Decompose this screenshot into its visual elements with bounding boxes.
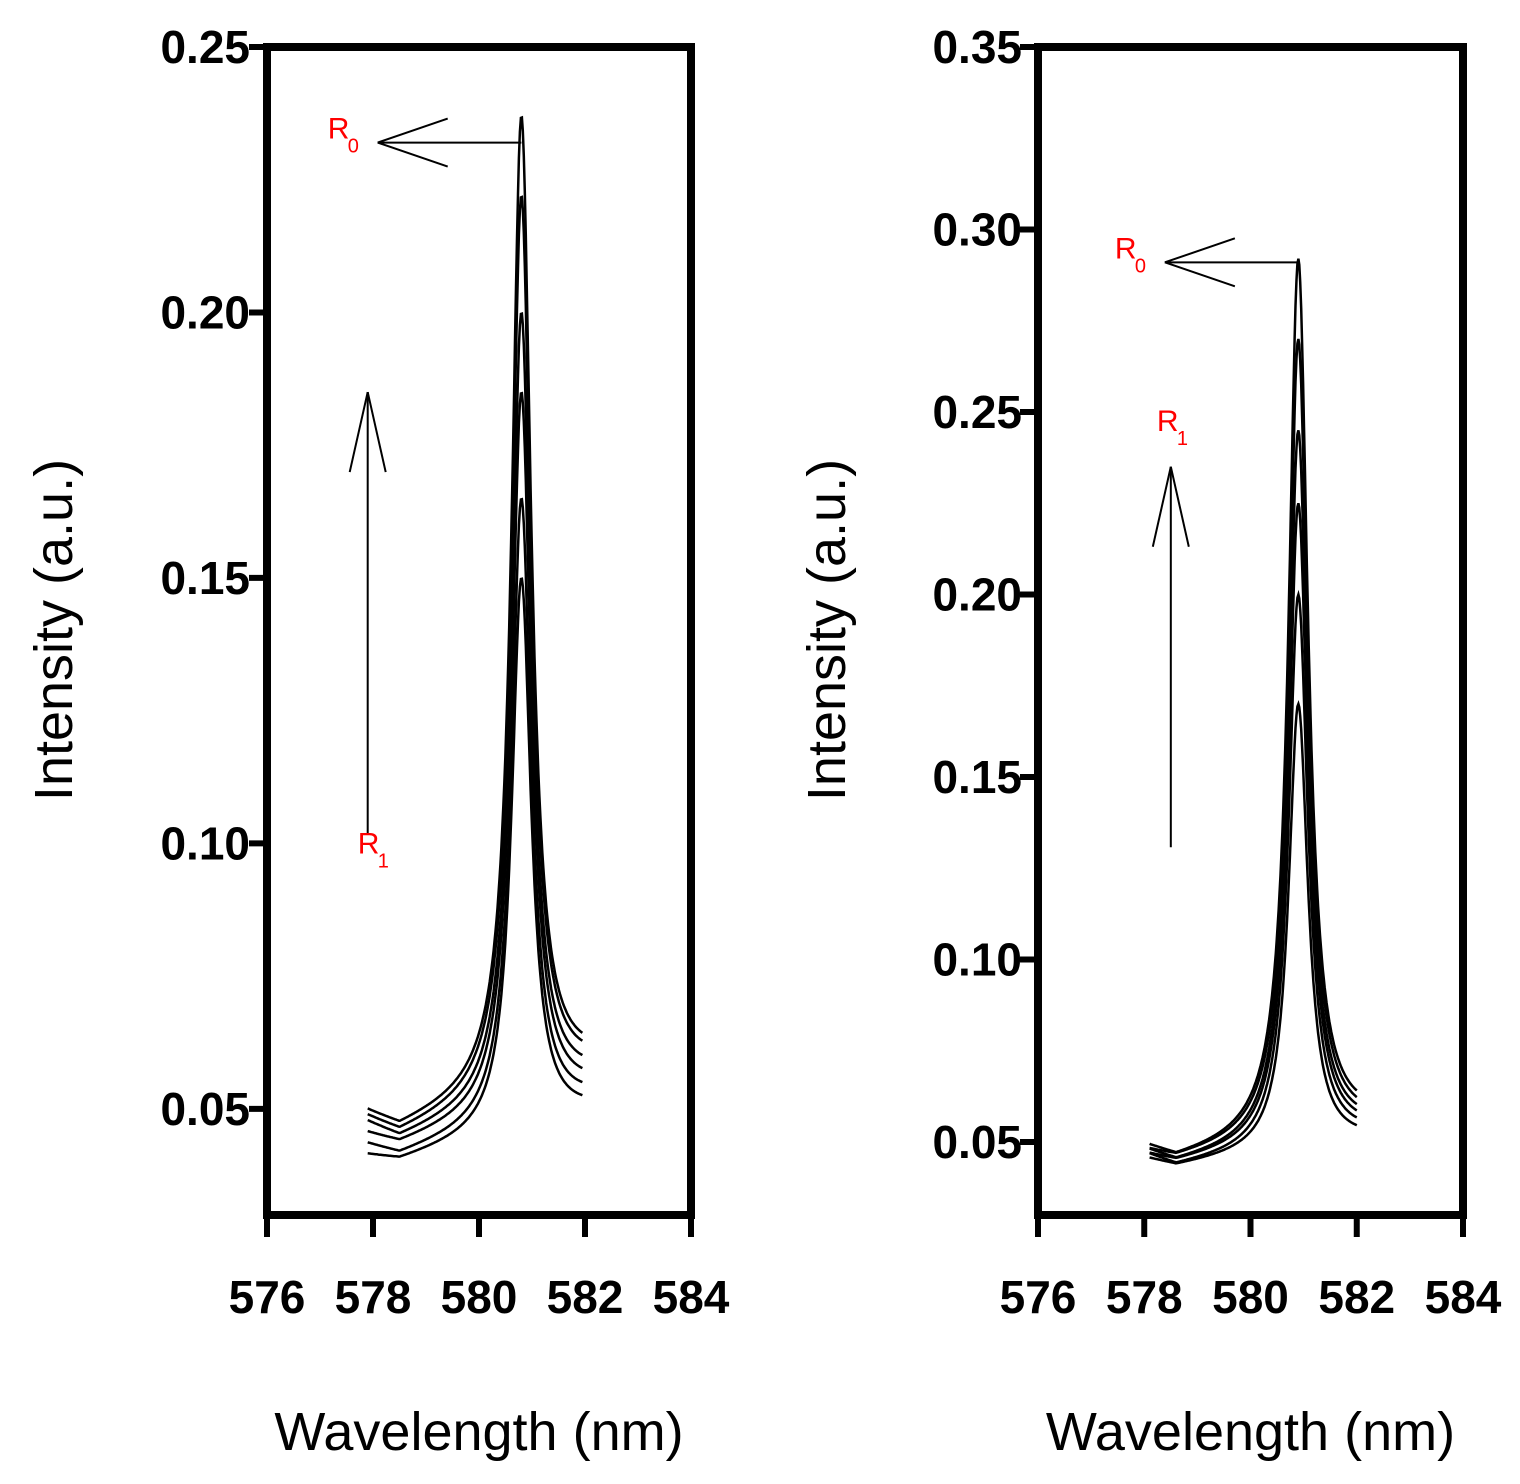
annotation-label: R bbox=[358, 827, 380, 860]
x-tick-label: 576 bbox=[229, 1271, 306, 1323]
arrow-head-left bbox=[1151, 466, 1172, 547]
arrow-head-right bbox=[366, 391, 387, 473]
arrow-head-right bbox=[1169, 466, 1190, 547]
arrow-head-lower bbox=[377, 141, 449, 168]
spectrum-line-3 bbox=[367, 391, 583, 1141]
x-tick-label: 580 bbox=[1212, 1271, 1289, 1323]
y-tick-label: 0.15 bbox=[160, 552, 250, 604]
y-tick-label: 0.10 bbox=[160, 817, 250, 869]
annotation-subscript: 0 bbox=[348, 136, 359, 158]
spectrum-line-6 bbox=[1149, 258, 1358, 1154]
x-tick-label: 584 bbox=[653, 1271, 730, 1323]
spectrum-line-6 bbox=[367, 115, 584, 1122]
x-tick-label: 582 bbox=[1318, 1271, 1395, 1323]
y-tick-label: 0.30 bbox=[932, 204, 1022, 256]
y-tick-label: 0.25 bbox=[160, 21, 250, 73]
y-tick-label: 0.20 bbox=[160, 286, 250, 338]
spectrum-line-4 bbox=[367, 312, 584, 1135]
y-axis-title: Intensity (a.u.) bbox=[797, 459, 857, 801]
y-axis-title: Intensity (a.u.) bbox=[24, 459, 84, 801]
y-tick-label: 0.20 bbox=[932, 569, 1022, 621]
x-tick-label: 578 bbox=[1106, 1271, 1183, 1323]
y-tick-label: 0.10 bbox=[932, 934, 1022, 986]
annotation-label: R bbox=[1115, 232, 1137, 265]
y-tick-label: 0.25 bbox=[932, 386, 1022, 438]
spectrum-line-1 bbox=[367, 577, 583, 1158]
x-tick-label: 578 bbox=[335, 1271, 412, 1323]
arrow-head-lower bbox=[1164, 261, 1236, 288]
chart-panel-1: 0.05 0.10 0.15 0.20 0.25 576 578 580 582 584 Wavel… bbox=[24, 21, 730, 1462]
spectrum-line-1 bbox=[1149, 700, 1358, 1165]
spectrum-line-5 bbox=[367, 195, 584, 1128]
chart-panel-2: 0.05 0.10 0.15 0.20 0.25 0.30 0.35 576 578 580 582… bbox=[797, 21, 1502, 1462]
x-tick-label: 582 bbox=[547, 1271, 624, 1323]
annotation-subscript: 0 bbox=[1135, 255, 1146, 277]
y-tick-label: 0.35 bbox=[932, 21, 1022, 73]
spectrum-line-2 bbox=[367, 497, 583, 1152]
plot-frame bbox=[1034, 43, 1467, 1219]
x-tick-label: 576 bbox=[1000, 1271, 1077, 1323]
spectrum-line-2 bbox=[1149, 589, 1358, 1164]
arrow-head-upper bbox=[1164, 237, 1236, 264]
arrow-head-left bbox=[348, 391, 369, 473]
annotation-label: R bbox=[1157, 405, 1179, 438]
x-axis-title: Wavelength (nm) bbox=[274, 1402, 683, 1462]
annotation-subscript: 1 bbox=[1177, 428, 1188, 450]
y-tick-label: 0.05 bbox=[160, 1083, 250, 1135]
annotation-subscript: 1 bbox=[378, 850, 389, 872]
annotation-label: R bbox=[328, 113, 350, 146]
x-tick-label: 580 bbox=[441, 1271, 518, 1323]
spectrum-line-4 bbox=[1149, 430, 1358, 1159]
y-tick-label: 0.15 bbox=[932, 751, 1022, 803]
x-axis-title: Wavelength (nm) bbox=[1046, 1402, 1455, 1462]
x-tick-label: 584 bbox=[1425, 1271, 1502, 1323]
arrow-head-upper bbox=[377, 117, 449, 144]
y-tick-label: 0.05 bbox=[932, 1116, 1022, 1168]
